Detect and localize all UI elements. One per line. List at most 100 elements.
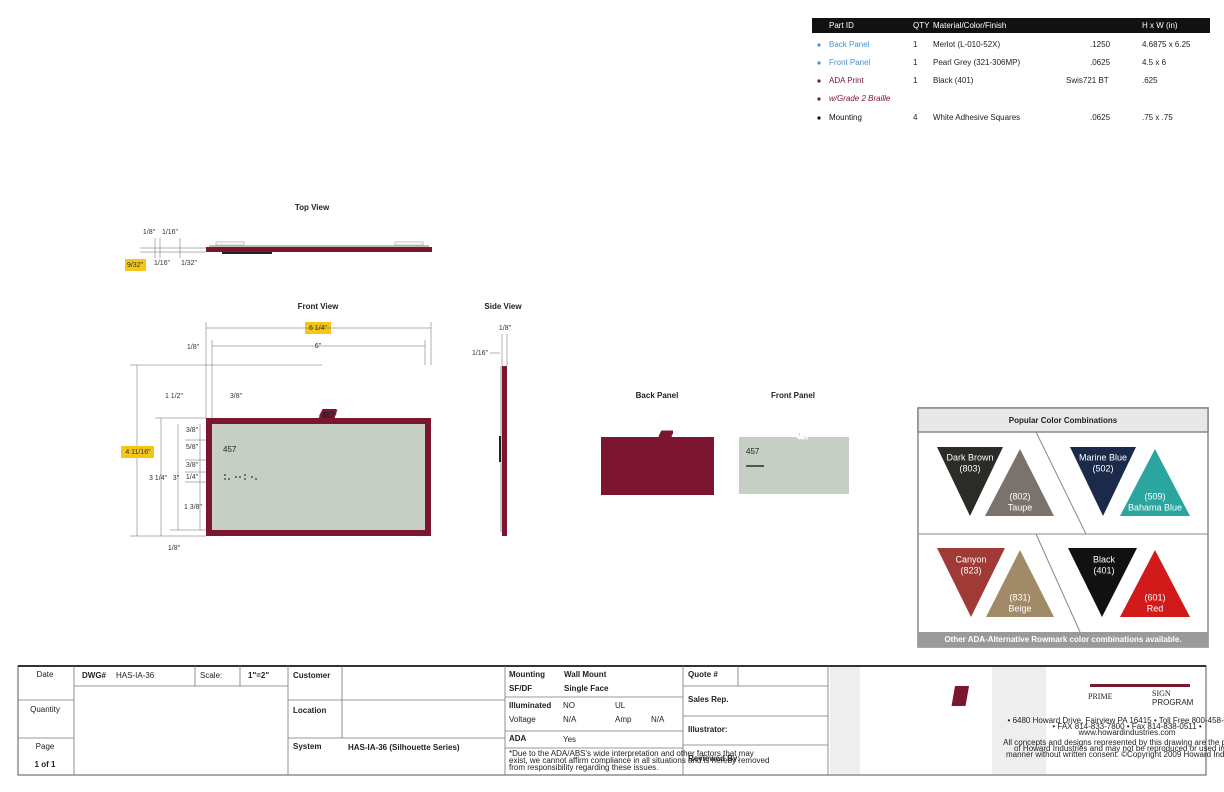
dimension: 1/8" xyxy=(143,229,156,236)
field-value: Wall Mount xyxy=(564,670,607,679)
header-cell: Material/Color/Finish xyxy=(933,21,1006,30)
field-label: Illustrator: xyxy=(688,725,728,734)
row-bullet xyxy=(817,61,821,65)
combo-label: (802) xyxy=(1009,491,1030,501)
front-panel-preview: 457 457 xyxy=(739,431,849,494)
color-combinations-panel xyxy=(917,407,1209,648)
table-cell: w/Grade 2 Braille xyxy=(829,94,891,103)
table-cell: White Adhesive Squares xyxy=(933,113,1020,122)
shape xyxy=(601,437,714,495)
combinations-footer: Other ADA-Alternative Rowmark color comb… xyxy=(944,635,1181,644)
table-cell: ADA Print xyxy=(829,76,864,85)
field-value: N/A xyxy=(651,715,665,724)
field-label: Page xyxy=(36,742,55,751)
back-panel-preview: 457 xyxy=(601,429,714,495)
shape xyxy=(499,436,501,462)
front-view-dimension-lines xyxy=(121,322,432,537)
shape xyxy=(951,686,970,706)
view-title: Front View xyxy=(298,302,340,311)
header-cell: H x W (in) xyxy=(1142,21,1178,30)
field-label: Scale: xyxy=(200,671,222,680)
shape xyxy=(228,478,230,480)
combo-label: (601) xyxy=(1144,592,1165,602)
table-cell: 4 xyxy=(913,113,918,122)
dwg-number: HAS-IA-36 xyxy=(116,671,155,680)
field-label: Date xyxy=(37,670,54,679)
brand: PRIME xyxy=(1088,692,1113,701)
copyright: All concepts and designs represented by … xyxy=(1003,738,1224,747)
field-label: Voltage xyxy=(509,715,536,724)
combo-label: Taupe xyxy=(1008,502,1033,512)
combo-label: Beige xyxy=(1008,603,1031,613)
field-label: DWG# xyxy=(82,671,107,680)
combinations-title: Popular Color Combinations xyxy=(1009,416,1118,425)
shape xyxy=(209,245,429,247)
row-bullet xyxy=(817,97,821,101)
dimension: 6" xyxy=(315,343,322,350)
field-value: NO xyxy=(563,701,575,710)
combo-label: Dark Brown xyxy=(946,452,993,462)
table-cell: 1 xyxy=(913,58,918,67)
table-cell: Front Panel xyxy=(829,58,871,67)
scale: 1"=2" xyxy=(248,671,269,680)
table-cell: .0625 xyxy=(1090,113,1111,122)
page-number: 1 of 1 xyxy=(35,760,56,769)
table-cell: Black (401) xyxy=(933,76,974,85)
rule-line xyxy=(1035,533,1081,633)
disclaimer: *Due to the ADA/ABS's wide interpretatio… xyxy=(509,749,754,758)
row-bullet xyxy=(817,79,821,83)
table-cell: 1 xyxy=(913,76,918,85)
combo-label: Bahama Blue xyxy=(1128,502,1182,512)
combo-label: (509) xyxy=(1144,491,1165,501)
sign-number: 457 xyxy=(746,447,760,456)
dimension: 1 1/2" xyxy=(165,393,184,400)
system: HAS-IA-36 (Silhouette Series) xyxy=(348,743,460,752)
shape xyxy=(224,474,226,476)
silhouette-number: 457 xyxy=(797,432,809,441)
combo-label: Red xyxy=(1147,603,1164,613)
table-cell: Pearl Grey (321-306MP) xyxy=(933,58,1020,67)
logo: PRIME SIGN PROGRAM • 6480 Howard Drive, … xyxy=(951,684,1224,759)
table-cell: .1250 xyxy=(1090,40,1111,49)
address: • 6480 Howard Drive, Fairview PA 16415 •… xyxy=(1008,716,1224,725)
shape xyxy=(394,241,424,246)
shape: Dark Brown(803) (802)Taupe Marine Blue(502… xyxy=(946,452,1182,613)
field-label: Mounting xyxy=(509,670,545,679)
combo-label: (502) xyxy=(1092,463,1113,473)
silhouette-number: 457 xyxy=(322,411,334,420)
table-cell: Merlot (L-010-52X) xyxy=(933,40,1000,49)
field-label: UL xyxy=(615,701,626,710)
header-cell: QTY xyxy=(913,21,930,30)
table-cell: 4.5 x 6 xyxy=(1142,58,1167,67)
panel-label: Back Panel xyxy=(636,391,679,400)
header-cell: Part ID xyxy=(829,21,854,30)
dimension: 1/16" xyxy=(472,350,489,357)
shape xyxy=(830,667,860,774)
shape xyxy=(746,465,764,467)
braille-dots xyxy=(224,474,257,480)
combo-label: (803) xyxy=(959,463,980,473)
shape xyxy=(937,447,1003,516)
dimension: 3 1/4" xyxy=(149,475,168,482)
field-value: Yes xyxy=(563,735,576,744)
combo-label: Marine Blue xyxy=(1079,452,1127,462)
front-view-sign: 457 457 457 xyxy=(206,408,431,536)
table-cell: .625 xyxy=(1142,76,1158,85)
title-block xyxy=(17,665,1207,776)
table-cell: 4.6875 x 6.25 xyxy=(1142,40,1191,49)
dimension: 3" xyxy=(173,475,180,482)
side-view-drawing xyxy=(490,334,508,536)
combo-label: (401) xyxy=(1093,565,1114,575)
combo-label: Canyon xyxy=(955,554,986,564)
field-value: N/A xyxy=(563,715,577,724)
brand-sub: PROGRAM xyxy=(1152,698,1194,707)
table-cell: .0625 xyxy=(1090,58,1111,67)
field-label: Illuminated xyxy=(509,701,551,710)
shape xyxy=(1120,550,1190,617)
top-view-drawing xyxy=(125,238,432,271)
table-cell: Back Panel xyxy=(829,40,870,49)
field-label: SF/DF xyxy=(509,684,532,693)
combo-label: (823) xyxy=(960,565,981,575)
dimension: 1/8" xyxy=(499,325,512,332)
